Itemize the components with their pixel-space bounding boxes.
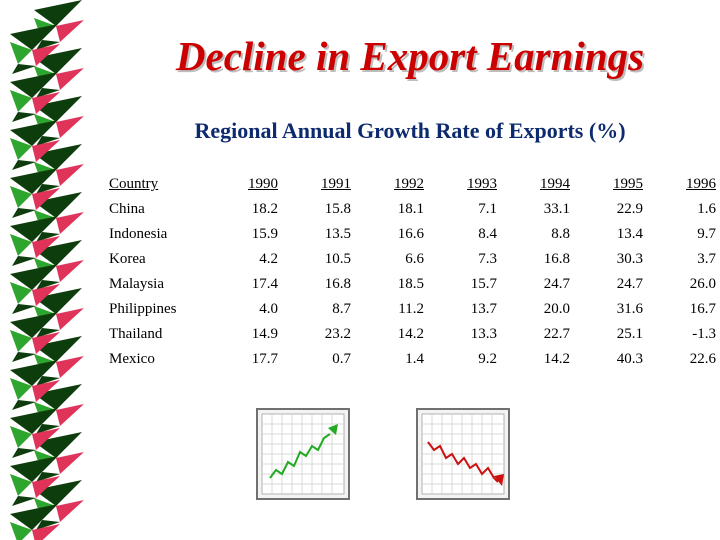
growth-rate-cell: 4.2 (259, 251, 278, 267)
growth-rate-cell: 24.7 (616, 276, 643, 292)
growth-rate-cell: -1.3 (692, 326, 716, 342)
growth-rate-cell: 4.0 (259, 301, 278, 317)
growth-rate-cell: 18.1 (397, 201, 424, 217)
growth-rate-cell: 22.6 (689, 351, 716, 367)
export-growth-table: Country 1990 1991 1992 1993 1994 1995 1996 Chin… (106, 172, 716, 372)
growth-rate-cell: 15.8 (324, 201, 351, 217)
growth-rate-cell: 3.7 (697, 251, 716, 267)
table-row: Mexico 17.7 0.7 1.4 9.2 14.2 40.3 22.6 (106, 347, 716, 372)
column-header-year: 1992 (394, 176, 424, 192)
growth-rate-cell: 18.2 (251, 201, 278, 217)
growth-rate-cell: 14.2 (543, 351, 570, 367)
growth-rate-cell: 17.4 (251, 276, 278, 292)
growth-rate-cell: 15.7 (470, 276, 497, 292)
growth-rate-cell: 10.5 (324, 251, 351, 267)
growth-rate-cell: 9.2 (478, 351, 497, 367)
growth-rate-cell: 11.2 (398, 301, 424, 317)
growth-rate-cell: 8.8 (551, 226, 570, 242)
growth-rate-cell: 13.3 (470, 326, 497, 342)
growth-rate-cell: 16.6 (397, 226, 424, 242)
country-name: Philippines (109, 301, 177, 317)
growth-rate-cell: 1.4 (405, 351, 424, 367)
growth-rate-cell: 30.3 (616, 251, 643, 267)
growth-rate-cell: 22.9 (616, 201, 643, 217)
page-title: Decline in Export Earnings (175, 33, 645, 79)
growth-rate-cell: 33.1 (543, 201, 570, 217)
growth-rate-cell: 16.8 (543, 251, 570, 267)
growth-rate-cell: 13.5 (324, 226, 351, 242)
growth-rate-cell: 16.8 (324, 276, 351, 292)
table-header-row: Country 1990 1991 1992 1993 1994 1995 1996 (106, 172, 716, 197)
growth-rate-cell: 13.7 (470, 301, 497, 317)
country-name: Malaysia (109, 276, 164, 292)
table-row: Korea 4.2 10.5 6.6 7.3 16.8 30.3 3.7 (106, 247, 716, 272)
growth-rate-cell: 13.4 (616, 226, 643, 242)
growth-rate-cell: 7.1 (478, 201, 497, 217)
growth-rate-cell: 14.9 (251, 326, 278, 342)
growth-rate-cell: 8.4 (478, 226, 497, 242)
country-name: Thailand (109, 326, 163, 342)
column-header-year: 1991 (321, 176, 351, 192)
column-header-year: 1995 (613, 176, 643, 192)
growth-rate-cell: 24.7 (543, 276, 570, 292)
column-header-year: 1993 (467, 176, 497, 192)
growth-rate-cell: 6.6 (405, 251, 424, 267)
country-name: Korea (109, 251, 146, 267)
growth-rate-cell: 18.5 (397, 276, 424, 292)
falling-trend-chart-icon (416, 408, 510, 500)
table-row: Indonesia 15.9 13.5 16.6 8.4 8.8 13.4 9.7 (106, 222, 716, 247)
country-name: Mexico (109, 351, 155, 367)
growth-rate-cell: 0.7 (332, 351, 351, 367)
table-row: Philippines 4.0 8.7 11.2 13.7 20.0 31.6 16.7 (106, 297, 716, 322)
growth-rate-cell: 8.7 (332, 301, 351, 317)
page-subtitle: Regional Annual Growth Rate of Exports (… (194, 118, 626, 143)
growth-rate-cell: 15.9 (251, 226, 278, 242)
growth-rate-cell: 26.0 (689, 276, 716, 292)
growth-rate-cell: 31.6 (616, 301, 643, 317)
column-header-country: Country (109, 176, 159, 192)
growth-rate-cell: 23.2 (324, 326, 351, 342)
growth-rate-cell: 7.3 (478, 251, 497, 267)
decorative-ribbon (10, 0, 84, 540)
growth-rate-cell: 9.7 (697, 226, 716, 242)
column-header-year: 1996 (686, 176, 716, 192)
growth-rate-cell: 14.2 (397, 326, 424, 342)
column-header-year: 1994 (540, 176, 570, 192)
column-header-year: 1990 (248, 176, 278, 192)
table-row: Thailand 14.9 23.2 14.2 13.3 22.7 25.1 -1.3 (106, 322, 716, 347)
growth-rate-cell: 25.1 (616, 326, 643, 342)
growth-rate-cell: 40.3 (616, 351, 643, 367)
table-row: Malaysia 17.4 16.8 18.5 15.7 24.7 24.7 26.0 (106, 272, 716, 297)
growth-rate-cell: 20.0 (543, 301, 570, 317)
growth-rate-cell: 1.6 (697, 201, 716, 217)
growth-rate-cell: 22.7 (543, 326, 570, 342)
country-name: Indonesia (109, 226, 168, 242)
growth-rate-cell: 17.7 (251, 351, 278, 367)
table-row: China 18.2 15.8 18.1 7.1 33.1 22.9 1.6 (106, 197, 716, 222)
rising-trend-chart-icon (256, 408, 350, 500)
country-name: China (109, 201, 145, 217)
growth-rate-cell: 16.7 (689, 301, 716, 317)
